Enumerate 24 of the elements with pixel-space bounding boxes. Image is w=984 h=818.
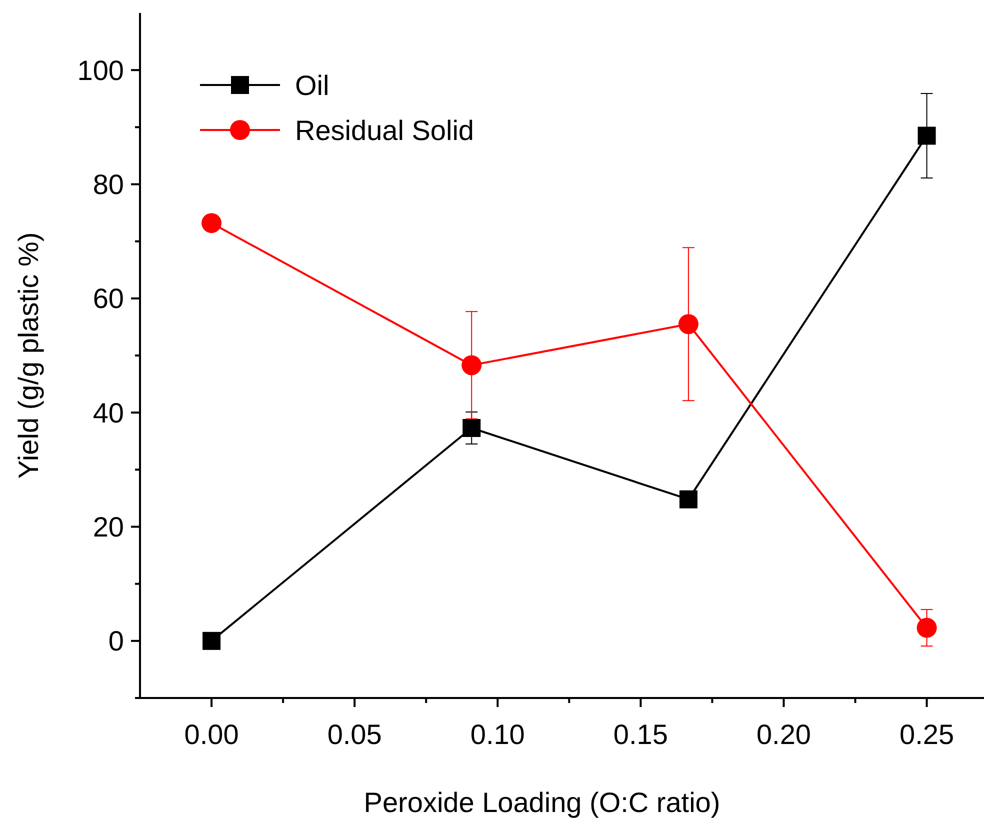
point xyxy=(918,126,936,145)
point xyxy=(202,213,222,234)
legend-label: Oil xyxy=(295,70,330,101)
x-tick-label: 0.25 xyxy=(900,719,954,750)
y-tick-label: 80 xyxy=(92,169,124,200)
point xyxy=(202,632,221,650)
point xyxy=(462,355,482,376)
point xyxy=(679,490,698,508)
x-tick-label: 0.20 xyxy=(756,719,811,750)
y-tick-label: 0 xyxy=(108,626,124,657)
x-tick-label: 0.10 xyxy=(470,719,525,750)
point xyxy=(462,418,481,437)
y-tick-label: 100 xyxy=(77,54,124,86)
point xyxy=(916,618,937,638)
y-tick-label: 20 xyxy=(92,512,124,543)
x-tick-label: 0.00 xyxy=(184,719,239,750)
point xyxy=(678,314,698,334)
x-tick-label: 0.15 xyxy=(613,719,668,750)
x-tick-label: 0.05 xyxy=(327,719,382,750)
y-axis-title: Yield (g/g plastic %) xyxy=(13,232,44,479)
legend-label: Residual Solid xyxy=(295,114,474,146)
y-tick-label: 60 xyxy=(92,283,124,314)
y-tick-label: 40 xyxy=(92,397,124,428)
x-axis-title: Peroxide Loading (O:C ratio) xyxy=(364,787,720,818)
